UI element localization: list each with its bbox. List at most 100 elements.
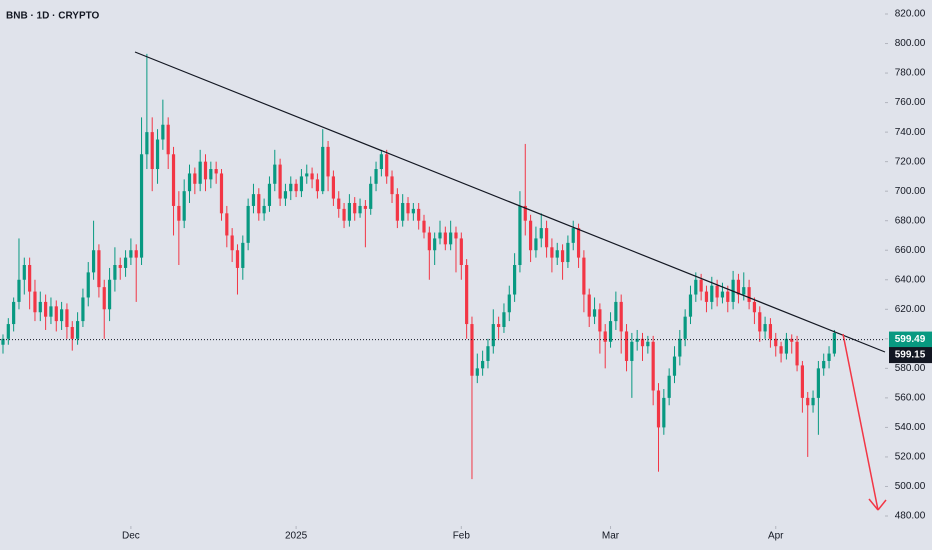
candle-body	[651, 341, 655, 391]
candle-body	[337, 198, 341, 209]
candle-body	[390, 176, 394, 195]
candle-body	[465, 265, 469, 325]
x-tick-label: Mar	[602, 531, 620, 542]
candle-body	[241, 242, 245, 268]
candle-body	[107, 279, 112, 310]
candle-body	[193, 173, 197, 184]
candle-body	[603, 331, 607, 342]
candle-body	[209, 169, 213, 180]
candle-body	[827, 353, 831, 361]
candle-body	[166, 124, 170, 155]
candle-body	[454, 232, 458, 239]
candle-body	[736, 279, 741, 295]
candle-body	[225, 213, 229, 236]
y-tick-label: 800.00	[895, 38, 926, 49]
candle-body	[752, 301, 757, 313]
candle-body	[262, 205, 266, 214]
candle-body	[203, 161, 208, 180]
candle-body	[475, 368, 479, 376]
candle-body	[800, 365, 804, 398]
candle-body	[134, 250, 138, 258]
candle-body	[150, 132, 154, 170]
candle-body	[832, 332, 836, 354]
plot: 480.00500.00520.00540.00560.00580.00600.…	[1, 9, 926, 542]
candle-body	[678, 338, 682, 357]
candle-body	[427, 232, 431, 251]
candle-body	[315, 179, 320, 192]
candle-body	[582, 257, 586, 295]
trendline	[134, 51, 886, 353]
candle-body	[326, 146, 330, 177]
candle-body	[507, 294, 511, 313]
candle-body	[768, 324, 773, 339]
candle-body	[102, 287, 106, 310]
candle-body	[139, 154, 144, 258]
candle-body	[385, 154, 389, 177]
candle-body	[747, 287, 751, 302]
candle-body	[518, 205, 522, 265]
candle-body	[459, 238, 463, 265]
price-label: 599.15	[895, 350, 926, 361]
candle-body	[294, 183, 298, 192]
candle-body	[486, 346, 490, 361]
y-tick-label: 740.00	[895, 127, 926, 138]
candle-body	[118, 265, 122, 268]
x-tick-label: 2025	[285, 531, 308, 542]
candle-body	[630, 341, 634, 361]
candle-body	[614, 301, 618, 322]
candle-body	[60, 309, 64, 322]
candle-body	[544, 228, 549, 248]
candle-body	[273, 164, 277, 184]
candle-body	[763, 324, 767, 332]
candle-body	[806, 397, 810, 406]
candle-body	[379, 154, 383, 170]
candle-body	[22, 265, 26, 280]
candle-body	[481, 360, 485, 369]
candle-body	[528, 220, 533, 251]
price-badge	[889, 347, 932, 364]
candle-body	[470, 324, 474, 376]
candle-body	[145, 132, 149, 155]
y-tick-label: 780.00	[895, 68, 926, 79]
candle-body	[646, 341, 650, 347]
candle-body	[784, 338, 789, 354]
candle-body	[198, 161, 202, 184]
candle-body	[571, 228, 575, 243]
candle-body	[283, 191, 288, 199]
x-tick-label: Apr	[768, 531, 784, 542]
candle-body	[257, 194, 261, 214]
candle-body	[523, 205, 527, 221]
candle-body	[592, 309, 597, 317]
candle-body	[720, 291, 725, 298]
candle-body	[417, 208, 421, 221]
candle-body	[774, 338, 778, 347]
projection-arrow	[842, 333, 887, 511]
candle-body	[395, 194, 399, 221]
candle-body	[411, 208, 415, 214]
y-tick-label: 500.00	[895, 481, 926, 492]
candle-body	[331, 176, 336, 199]
x-tick-label: Dec	[122, 531, 140, 542]
y-tick-label: 680.00	[895, 215, 926, 226]
candle-body	[70, 327, 74, 339]
candle-body	[374, 169, 378, 184]
price-label: 599.49	[895, 334, 926, 345]
candle-body	[17, 279, 21, 302]
candle-body	[161, 124, 165, 140]
candle-body	[219, 173, 224, 214]
candle-body	[667, 375, 671, 398]
candle-body	[342, 208, 346, 221]
candle-body	[704, 291, 709, 302]
candle-body	[550, 247, 554, 258]
candle-body	[155, 139, 160, 170]
candle-body	[177, 205, 181, 221]
candle-body	[758, 312, 762, 332]
candle-body	[662, 397, 666, 428]
candle-body	[369, 183, 373, 209]
candle-body	[289, 183, 293, 192]
candle-body	[438, 232, 442, 239]
candle-body	[566, 242, 570, 263]
candle-body	[726, 291, 730, 302]
candle-body	[214, 169, 218, 174]
